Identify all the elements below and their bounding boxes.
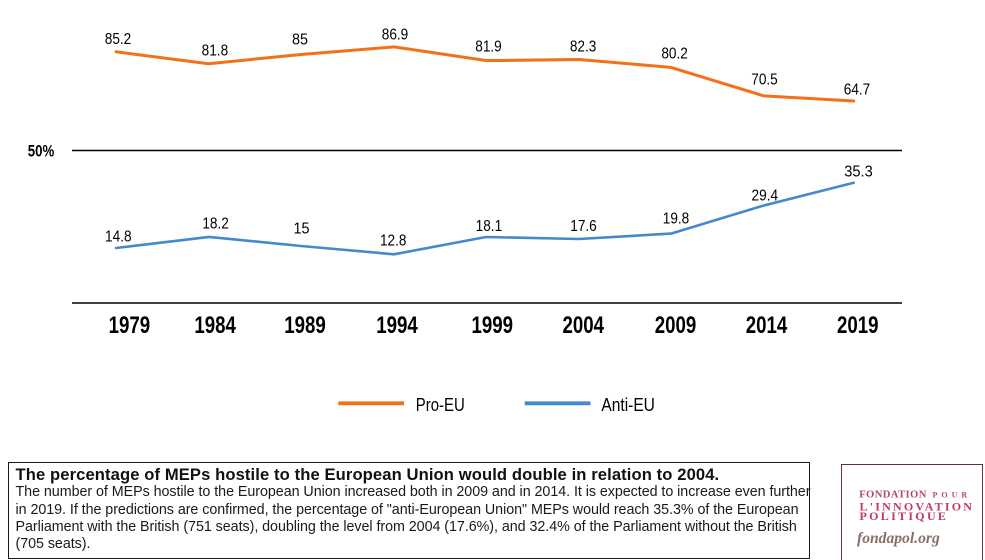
svg-text:2009: 2009 <box>655 312 697 339</box>
svg-text:85.2: 85.2 <box>105 31 132 48</box>
svg-text:Anti-EU: Anti-EU <box>601 395 655 415</box>
svg-text:17.6: 17.6 <box>570 218 597 235</box>
svg-text:29.4: 29.4 <box>752 188 779 205</box>
svg-text:70.5: 70.5 <box>751 72 778 89</box>
svg-text:81.9: 81.9 <box>475 39 502 56</box>
svg-text:12.8: 12.8 <box>380 233 407 250</box>
svg-text:18.2: 18.2 <box>202 216 229 233</box>
svg-text:2014: 2014 <box>746 312 788 339</box>
svg-text:1999: 1999 <box>472 312 514 339</box>
svg-text:1989: 1989 <box>284 312 326 339</box>
svg-text:Pro-EU: Pro-EU <box>416 395 465 415</box>
svg-text:35.3: 35.3 <box>844 164 873 181</box>
svg-text:64.7: 64.7 <box>844 82 871 99</box>
svg-text:2004: 2004 <box>562 312 604 339</box>
svg-text:86.9: 86.9 <box>382 26 409 43</box>
svg-text:19.8: 19.8 <box>663 211 690 228</box>
svg-text:fondapol.org: fondapol.org <box>857 530 940 547</box>
svg-text:80.2: 80.2 <box>661 46 688 63</box>
svg-text:2019: 2019 <box>837 312 879 339</box>
svg-text:1994: 1994 <box>376 312 418 339</box>
svg-text:POLITIQUE: POLITIQUE <box>860 509 949 523</box>
svg-text:FONDATION: FONDATION <box>859 490 927 501</box>
svg-text:15: 15 <box>294 221 310 238</box>
svg-text:85: 85 <box>292 32 308 49</box>
svg-text:81.8: 81.8 <box>202 42 229 59</box>
svg-text:1979: 1979 <box>109 312 151 339</box>
svg-text:14.8: 14.8 <box>105 229 132 246</box>
svg-text:18.1: 18.1 <box>476 218 503 235</box>
svg-text:82.3: 82.3 <box>570 39 597 56</box>
svg-text:1984: 1984 <box>194 312 236 339</box>
svg-text:50%: 50% <box>28 143 55 161</box>
svg-text:POUR: POUR <box>933 491 972 500</box>
svg-text:L'INNOVATION: L'INNOVATION <box>860 499 975 513</box>
